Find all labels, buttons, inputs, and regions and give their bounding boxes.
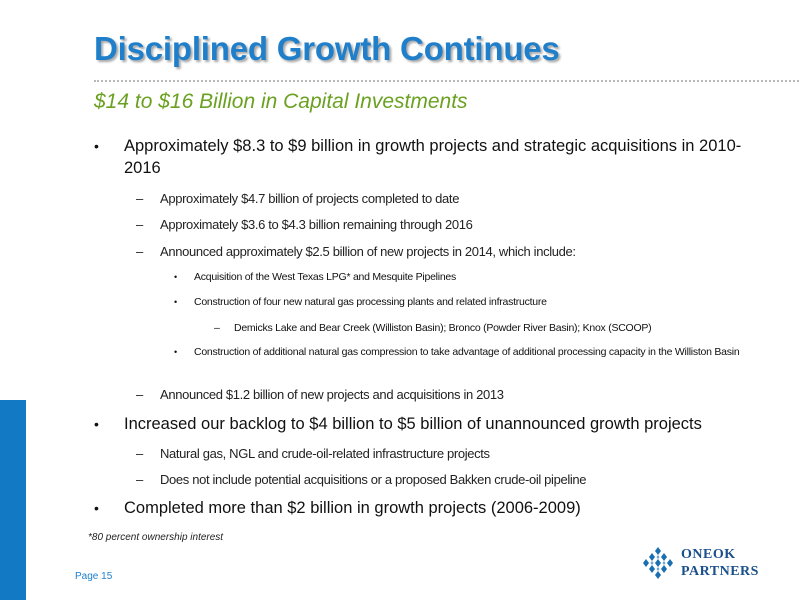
footnote: *80 percent ownership interest xyxy=(88,532,224,543)
page-number: Page 15 xyxy=(75,571,113,582)
item-acquisition: • Acquisition of the West Texas LPG* and… xyxy=(174,269,754,286)
bullet-text: Approximately $8.3 to $9 billion in grow… xyxy=(124,137,742,177)
logo-line-2: PARTNERS xyxy=(681,564,759,579)
dash-marker: – xyxy=(214,322,220,334)
dash-marker: – xyxy=(136,472,143,487)
sub-bullet-text: Announced $1.2 billion of new projects a… xyxy=(160,387,504,402)
sub-bullet-2013: – Announced $1.2 billion of new projects… xyxy=(136,386,760,403)
sub-bullet-text: Announced approximately $2.5 billion of … xyxy=(160,244,576,259)
item-plant-locations: – Demicks Lake and Bear Creek (Williston… xyxy=(214,320,754,337)
item-text: Construction of additional natural gas c… xyxy=(194,346,740,358)
sub-bullet-infrastructure: – Natural gas, NGL and crude-oil-related… xyxy=(136,445,760,462)
bullet-growth-projects: • Approximately $8.3 to $9 billion in gr… xyxy=(94,135,764,179)
bullet-marker: • xyxy=(94,416,99,432)
item-text: Construction of four new natural gas pro… xyxy=(194,296,547,308)
sub-bullet-exclusions: – Does not include potential acquisition… xyxy=(136,471,760,488)
bullet-completed-2006-2009: • Completed more than $2 billion in grow… xyxy=(94,497,764,519)
side-accent-bar xyxy=(0,400,26,600)
slide-title: Disciplined Growth Continues xyxy=(94,30,560,67)
item-compression: • Construction of additional natural gas… xyxy=(174,344,754,361)
sub-bullet-completed: – Approximately $4.7 billion of projects… xyxy=(136,190,760,207)
bullet-marker: • xyxy=(174,272,177,282)
item-processing-plants: • Construction of four new natural gas p… xyxy=(174,294,754,311)
bullet-marker: • xyxy=(94,138,99,154)
logo-line-1: ONEOK xyxy=(681,547,736,562)
slide-subtitle: $14 to $16 Billion in Capital Investment… xyxy=(94,90,468,113)
bullet-marker: • xyxy=(94,500,99,516)
dash-marker: – xyxy=(136,191,143,206)
sub-bullet-text: Approximately $4.7 billion of projects c… xyxy=(160,191,460,206)
sub-bullet-remaining: – Approximately $3.6 to $4.3 billion rem… xyxy=(136,216,760,233)
logo-wordmark: ONEOK PARTNERS xyxy=(681,546,759,580)
dash-marker: – xyxy=(136,244,143,259)
sub-bullet-2014-projects: – Announced approximately $2.5 billion o… xyxy=(136,243,760,260)
sub-bullet-text: Does not include potential acquisitions … xyxy=(160,472,587,487)
sub-bullet-text: Natural gas, NGL and crude-oil-related i… xyxy=(160,446,490,461)
dash-marker: – xyxy=(136,217,143,232)
sub-bullet-text: Approximately $3.6 to $4.3 billion remai… xyxy=(160,217,473,232)
bullet-marker: • xyxy=(174,297,177,307)
bullet-marker: • xyxy=(174,347,177,357)
item-text: Acquisition of the West Texas LPG* and M… xyxy=(194,271,457,283)
dash-marker: – xyxy=(136,446,143,461)
item-text: Demicks Lake and Bear Creek (Williston B… xyxy=(234,322,652,334)
logo-mark-icon xyxy=(643,547,673,579)
title-divider xyxy=(94,80,799,82)
bullet-text: Completed more than $2 billion in growth… xyxy=(124,499,581,517)
oneok-partners-logo: ONEOK PARTNERS xyxy=(640,546,780,586)
dash-marker: – xyxy=(136,387,143,402)
bullet-text: Increased our backlog to $4 billion to $… xyxy=(124,415,702,433)
bullet-backlog: • Increased our backlog to $4 billion to… xyxy=(94,413,764,435)
